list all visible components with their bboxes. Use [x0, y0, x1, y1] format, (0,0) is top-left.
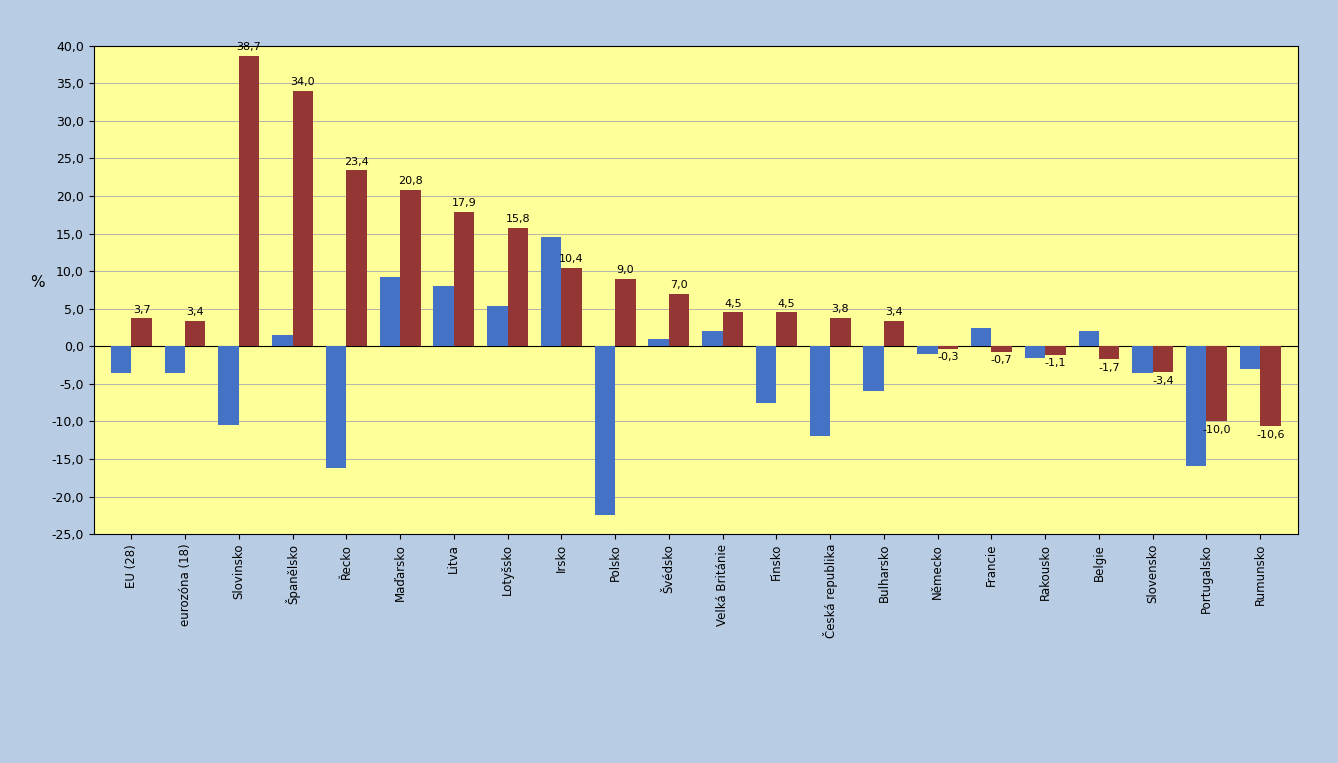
Text: -0,3: -0,3: [937, 353, 958, 362]
Bar: [111, 346, 131, 372]
Text: 9,0: 9,0: [617, 265, 634, 275]
Text: 20,8: 20,8: [397, 176, 423, 186]
Bar: [1098, 346, 1120, 359]
Bar: [131, 318, 151, 346]
Bar: [830, 317, 851, 346]
Bar: [702, 331, 723, 346]
Bar: [272, 335, 293, 346]
Bar: [971, 327, 991, 346]
Bar: [918, 346, 938, 354]
Bar: [756, 346, 776, 403]
Bar: [185, 320, 206, 346]
Text: -10,6: -10,6: [1256, 430, 1284, 439]
Bar: [1185, 346, 1207, 466]
Bar: [991, 346, 1012, 352]
Text: -1,1: -1,1: [1045, 359, 1066, 369]
Text: 34,0: 34,0: [290, 77, 314, 87]
Text: 3,8: 3,8: [831, 304, 850, 314]
Bar: [1132, 346, 1153, 372]
Bar: [776, 313, 797, 346]
Bar: [347, 170, 367, 346]
Text: 3,4: 3,4: [186, 307, 205, 317]
Text: -1,7: -1,7: [1098, 363, 1120, 373]
Bar: [165, 346, 185, 372]
Bar: [380, 277, 400, 346]
Bar: [562, 268, 582, 346]
Bar: [649, 339, 669, 346]
Bar: [938, 346, 958, 349]
Text: -0,7: -0,7: [991, 356, 1013, 365]
Bar: [594, 346, 615, 515]
Bar: [809, 346, 830, 436]
Text: 15,8: 15,8: [506, 214, 530, 224]
Bar: [1207, 346, 1227, 421]
Bar: [1045, 346, 1065, 355]
Y-axis label: %: %: [31, 275, 45, 290]
Bar: [238, 56, 260, 346]
Bar: [723, 313, 743, 346]
Bar: [1025, 346, 1045, 358]
Text: 7,0: 7,0: [670, 280, 688, 290]
Bar: [884, 320, 904, 346]
Bar: [863, 346, 884, 391]
Text: 3,4: 3,4: [886, 307, 903, 317]
Bar: [1260, 346, 1280, 426]
Text: -3,4: -3,4: [1152, 375, 1173, 385]
Bar: [507, 227, 529, 346]
Bar: [541, 237, 562, 346]
Text: 17,9: 17,9: [452, 198, 476, 208]
Text: 23,4: 23,4: [344, 156, 369, 167]
Bar: [669, 294, 689, 346]
Bar: [1240, 346, 1260, 369]
Bar: [454, 212, 474, 346]
Text: 4,5: 4,5: [724, 299, 741, 309]
Bar: [1078, 331, 1098, 346]
Bar: [1153, 346, 1173, 372]
Bar: [218, 346, 238, 425]
Bar: [434, 286, 454, 346]
Bar: [293, 91, 313, 346]
Text: 10,4: 10,4: [559, 254, 583, 265]
Bar: [400, 190, 420, 346]
Text: -10,0: -10,0: [1203, 425, 1231, 435]
Text: 4,5: 4,5: [777, 299, 795, 309]
Bar: [326, 346, 347, 468]
Text: 38,7: 38,7: [237, 42, 261, 52]
Bar: [615, 278, 636, 346]
Bar: [487, 307, 507, 346]
Text: 3,7: 3,7: [132, 304, 150, 314]
